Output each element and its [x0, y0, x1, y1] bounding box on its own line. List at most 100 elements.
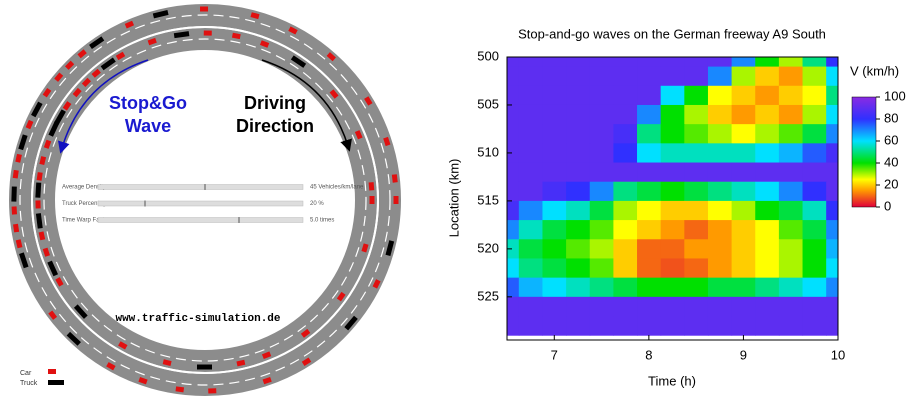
- heat-cell: [802, 239, 827, 259]
- truck: [19, 252, 29, 269]
- heat-cell: [731, 181, 756, 202]
- heat-cell: [826, 181, 838, 202]
- colorbar-label: V (km/h): [850, 63, 899, 78]
- heat-cell: [637, 57, 662, 68]
- car: [369, 196, 375, 204]
- heat-cell: [684, 104, 709, 125]
- heat-cell: [613, 296, 638, 317]
- car: [361, 243, 369, 253]
- heat-cell: [507, 296, 520, 317]
- car: [138, 376, 148, 385]
- heat-cell: [826, 220, 838, 240]
- heat-cell: [542, 143, 567, 164]
- x-tick-label: 8: [645, 347, 652, 362]
- control-label: Time Warp Factor: [62, 218, 110, 224]
- car: [364, 96, 373, 106]
- colorbar-tick-label: 60: [884, 132, 898, 147]
- heat-cell: [542, 85, 567, 106]
- heat-cell: [802, 258, 827, 279]
- slider-thumb: [238, 217, 240, 223]
- car: [12, 169, 19, 179]
- heat-cell: [755, 220, 780, 240]
- controls: Average Density 45 Vehicles/km/lane Truck …: [62, 184, 364, 224]
- car: [203, 30, 212, 36]
- heat-cell: [589, 200, 614, 221]
- heat-cell: [684, 85, 709, 106]
- heat-cell: [802, 296, 827, 317]
- car: [39, 156, 47, 166]
- heat-cell: [755, 296, 780, 317]
- heat-cell: [613, 239, 638, 259]
- heat-cell: [518, 200, 543, 221]
- heat-cell: [637, 316, 662, 336]
- heat-cell: [518, 181, 543, 202]
- plot-frame: [506, 56, 839, 341]
- car: [43, 139, 52, 149]
- car: [65, 60, 75, 70]
- slider-thumb: [204, 184, 206, 190]
- heat-cell: [542, 239, 567, 259]
- heat-cell: [707, 66, 733, 87]
- heat-cell: [660, 143, 685, 164]
- heat-cell: [684, 66, 709, 87]
- truck: [385, 240, 395, 257]
- heat-cell: [778, 296, 804, 317]
- heat-cell: [684, 316, 709, 336]
- direction-label: Driving: [244, 93, 306, 113]
- car: [13, 223, 20, 233]
- car: [259, 40, 270, 48]
- car: [115, 51, 126, 61]
- heat-cell: [707, 316, 733, 336]
- car: [162, 359, 172, 366]
- car: [72, 87, 82, 98]
- heat-cell: [802, 200, 827, 221]
- car: [262, 376, 272, 385]
- heat-cell: [637, 296, 662, 317]
- heat-cell: [802, 316, 827, 336]
- ring-road-simulation: Stop&Go Wave Driving Direction Average D…: [9, 4, 401, 396]
- control-value: 45 Vehicles/km/lane: [310, 185, 364, 191]
- heat-cell: [731, 220, 756, 240]
- heat-cell: [826, 57, 838, 68]
- heat-cell: [542, 316, 567, 336]
- wave-label: Stop&Go: [109, 93, 187, 113]
- car: [261, 351, 272, 360]
- heat-cell: [637, 124, 662, 144]
- wave-arrow: [58, 59, 149, 154]
- heat-cell: [755, 85, 780, 106]
- truck: [35, 182, 42, 198]
- heat-cell: [566, 104, 591, 125]
- car: [54, 72, 64, 82]
- heat-cell: [755, 124, 780, 144]
- heat-cell: [518, 296, 543, 317]
- heat-cell: [589, 162, 614, 183]
- heat-cell: [731, 296, 756, 317]
- colorbar-tick-label: 80: [884, 110, 898, 125]
- heat-cell: [507, 181, 520, 202]
- car: [301, 357, 312, 367]
- car: [11, 206, 18, 215]
- heat-cell: [707, 124, 733, 144]
- heat-cell: [542, 220, 567, 240]
- heat-cell: [660, 85, 685, 106]
- heatmap-cells: [507, 57, 838, 336]
- heat-cell: [826, 85, 838, 106]
- heat-cell: [507, 277, 520, 298]
- x-tick-label: 9: [740, 347, 747, 362]
- car: [91, 68, 101, 78]
- car: [36, 172, 43, 181]
- heat-cell: [707, 85, 733, 106]
- y-tick-label: 515: [477, 192, 499, 207]
- control-value: 20 %: [310, 201, 324, 207]
- heat-cell: [542, 124, 567, 144]
- truck: [152, 10, 169, 19]
- heat-cell: [660, 277, 685, 298]
- heat-cell: [566, 181, 591, 202]
- heat-cell: [660, 181, 685, 202]
- heat-cell: [637, 220, 662, 240]
- heat-cell: [507, 316, 520, 336]
- heat-cell: [660, 124, 685, 144]
- heat-cell: [755, 239, 780, 259]
- heat-cell: [613, 277, 638, 298]
